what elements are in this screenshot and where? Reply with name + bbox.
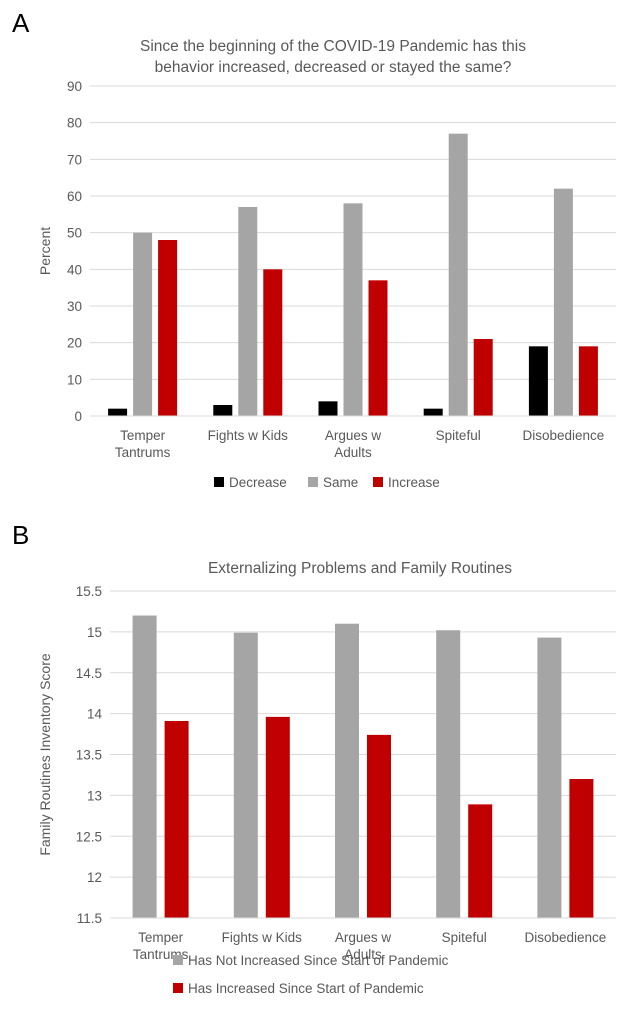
y-tick-label: 11.5	[77, 911, 102, 926]
chart-title-line: behavior increased, decreased or stayed …	[155, 59, 512, 76]
legend-entry: Has Increased Since Start of Pandemic	[188, 981, 424, 996]
y-tick-label: 50	[67, 226, 82, 241]
bar-has-not-increased-since-start-of-pandemic	[436, 630, 461, 918]
x-category-label: Temper	[120, 428, 166, 443]
x-category-label: Fights w Kids	[208, 428, 289, 443]
y-tick-label: 80	[67, 116, 82, 131]
bar-increase	[473, 339, 493, 416]
y-tick-label: 30	[67, 299, 82, 314]
y-tick-label: 20	[67, 336, 82, 351]
bar-decrease	[213, 405, 233, 416]
bar-has-not-increased-since-start-of-pandemic	[537, 637, 562, 918]
y-tick-label: 60	[67, 189, 82, 204]
legend-swatch	[173, 983, 183, 993]
panel-label-a: A	[12, 8, 30, 38]
x-category-label: Disobedience	[522, 428, 604, 443]
y-tick-label: 15	[87, 625, 102, 640]
bar-same	[343, 203, 363, 416]
legend-entry: Has Not Increased Since Start of Pandemi…	[188, 953, 449, 968]
legend-entry: Same	[323, 475, 358, 490]
bar-same	[238, 207, 258, 416]
bar-increase	[578, 346, 598, 416]
y-tick-label: 90	[67, 79, 82, 94]
x-category-label: Adults	[334, 445, 372, 460]
x-category-label: Disobedience	[524, 930, 606, 945]
x-category-label: Fights w Kids	[222, 930, 303, 945]
legend-swatch	[214, 477, 224, 487]
bar-has-not-increased-since-start-of-pandemic	[335, 623, 359, 918]
y-tick-label: 14.5	[76, 666, 102, 681]
y-tick-label: 0	[74, 409, 82, 424]
chart-b: Externalizing Problems and Family Routin…	[37, 560, 616, 996]
y-tick-label: 10	[67, 372, 82, 387]
x-category-label: Tantrums	[115, 445, 171, 460]
chart-title-line: Externalizing Problems and Family Routin…	[208, 560, 512, 577]
bar-same	[448, 133, 468, 416]
y-tick-label: 12.5	[76, 829, 102, 844]
bar-has-not-increased-since-start-of-pandemic	[132, 615, 157, 918]
bar-has-increased-since-start-of-pandemic	[468, 804, 493, 918]
bar-has-increased-since-start-of-pandemic	[569, 779, 594, 918]
y-axis-title: Percent	[37, 227, 53, 275]
y-axis-title: Family Routines Inventory Score	[37, 653, 53, 856]
x-category-label: Argues w	[325, 428, 382, 443]
bar-has-not-increased-since-start-of-pandemic	[233, 632, 258, 918]
panel-label-b: B	[12, 520, 30, 550]
y-tick-label: 14	[87, 707, 103, 722]
legend-swatch	[173, 955, 183, 965]
bar-decrease	[528, 346, 548, 416]
x-category-label: Spiteful	[442, 930, 487, 945]
bar-has-increased-since-start-of-pandemic	[164, 720, 189, 918]
x-category-label: Temper	[138, 930, 184, 945]
y-tick-label: 15.5	[76, 584, 102, 599]
y-tick-label: 12	[87, 870, 102, 885]
bar-has-increased-since-start-of-pandemic	[367, 734, 391, 918]
y-tick-label: 70	[67, 152, 82, 167]
y-tick-label: 13	[87, 788, 102, 803]
y-tick-label: 40	[67, 262, 82, 277]
legend-entry: Decrease	[229, 475, 287, 490]
bar-same	[553, 188, 573, 416]
legend-entry: Increase	[388, 475, 440, 490]
y-tick-label: 13.5	[76, 748, 102, 763]
bar-increase	[263, 269, 283, 416]
x-category-label: Adults	[344, 947, 382, 962]
x-category-label: Argues w	[335, 930, 392, 945]
chart-a: Since the beginning of the COVID-19 Pand…	[37, 38, 616, 490]
bar-increase	[368, 280, 388, 416]
bar-same	[133, 232, 153, 416]
bar-decrease	[318, 401, 338, 416]
x-category-label: Spiteful	[436, 428, 481, 443]
legend-swatch	[308, 477, 318, 487]
bar-decrease	[423, 408, 443, 416]
bar-increase	[158, 240, 178, 416]
legend-swatch	[373, 477, 383, 487]
chart-title-line: Since the beginning of the COVID-19 Pand…	[140, 38, 526, 55]
bar-decrease	[108, 408, 128, 416]
bar-has-increased-since-start-of-pandemic	[265, 716, 290, 918]
